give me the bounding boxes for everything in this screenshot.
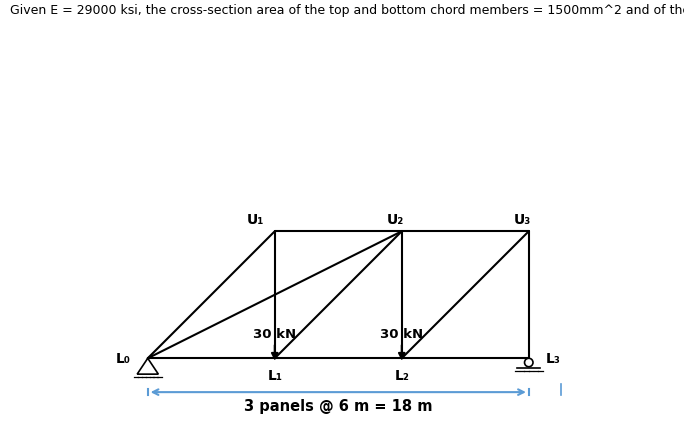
- Text: U₃: U₃: [514, 212, 531, 226]
- Text: 30 kN: 30 kN: [253, 328, 296, 340]
- Text: L₁: L₁: [267, 368, 282, 382]
- Text: U₂: U₂: [386, 212, 404, 226]
- Text: Given E = 29000 ksi, the cross-section area of the top and bottom chord members : Given E = 29000 ksi, the cross-section a…: [10, 4, 684, 17]
- Text: 3 panels @ 6 m = 18 m: 3 panels @ 6 m = 18 m: [244, 399, 432, 414]
- Text: 30 kN: 30 kN: [380, 328, 423, 340]
- Text: L₃: L₃: [546, 351, 561, 366]
- Text: L₂: L₂: [394, 368, 409, 382]
- Text: L₀: L₀: [116, 351, 131, 366]
- Text: U₁: U₁: [247, 212, 264, 226]
